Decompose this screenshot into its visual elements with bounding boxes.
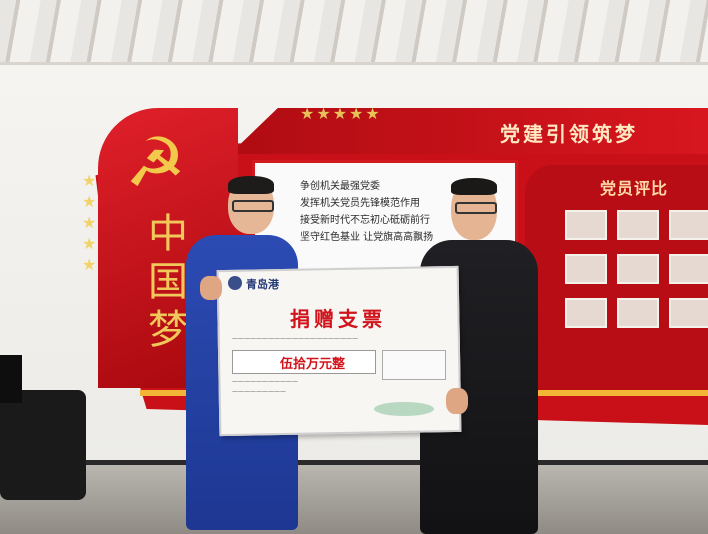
- photo-frame: [617, 254, 659, 284]
- video-camera: [0, 390, 86, 500]
- slogan-lines: 争创机关最强党委 发挥机关党员先锋模范作用 接受新时代不忘初心砥砺前行 坚守红色…: [300, 178, 433, 246]
- evaluation-grid: [565, 210, 708, 328]
- stars-row: ★★★★★: [300, 104, 382, 123]
- floor: [0, 465, 708, 534]
- cheque-title: 捐赠支票: [290, 307, 386, 331]
- cheque-company-name: 青岛港: [246, 278, 279, 291]
- photo-frame: [565, 210, 607, 240]
- man-right-hair: [451, 178, 497, 195]
- cheque-amount-box: [232, 350, 376, 374]
- slogan-line: 争创机关最强党委: [300, 181, 380, 192]
- cheque-info-line: —————————: [232, 388, 286, 395]
- glasses: [455, 202, 497, 214]
- baseboard: [0, 460, 708, 468]
- photo-frame: [617, 298, 659, 328]
- slogan-line: 坚守红色基业 让党旗高高飘扬: [300, 232, 434, 243]
- glasses: [232, 200, 274, 212]
- camera-lens: [0, 355, 22, 403]
- title-band: [230, 108, 708, 154]
- banner-title: 党建引领筑梦: [500, 122, 638, 146]
- photo-frame: [565, 298, 607, 328]
- photo-frame: [669, 210, 708, 240]
- ceiling: [0, 0, 708, 65]
- photo-frame: [669, 298, 708, 328]
- hand: [446, 388, 468, 414]
- evaluation-board-title: 党员评比: [600, 179, 669, 198]
- cheque-payee-line: —————————————————————: [232, 335, 358, 342]
- stars-column: ★ ★ ★ ★ ★: [82, 171, 97, 274]
- man-left-hair: [228, 176, 274, 194]
- cheque-date-box: [382, 350, 446, 380]
- slogan-line: 发挥机关党员先锋模范作用: [300, 198, 420, 209]
- photo-frame: [617, 210, 659, 240]
- hammer-and-sickle-icon: ☭: [125, 124, 186, 203]
- photo-frame: [669, 254, 708, 284]
- slogan-line: 接受新时代不忘初心砥砺前行: [300, 215, 430, 226]
- cheque-info-line: ———————————: [232, 378, 298, 385]
- photo-frame: [565, 254, 607, 284]
- company-logo-icon: [228, 276, 242, 290]
- china-dream-vertical-text: 中国梦: [148, 211, 188, 353]
- hand: [200, 276, 222, 300]
- cheque-seal: [374, 402, 434, 416]
- cheque-amount: 伍拾万元整: [280, 357, 346, 372]
